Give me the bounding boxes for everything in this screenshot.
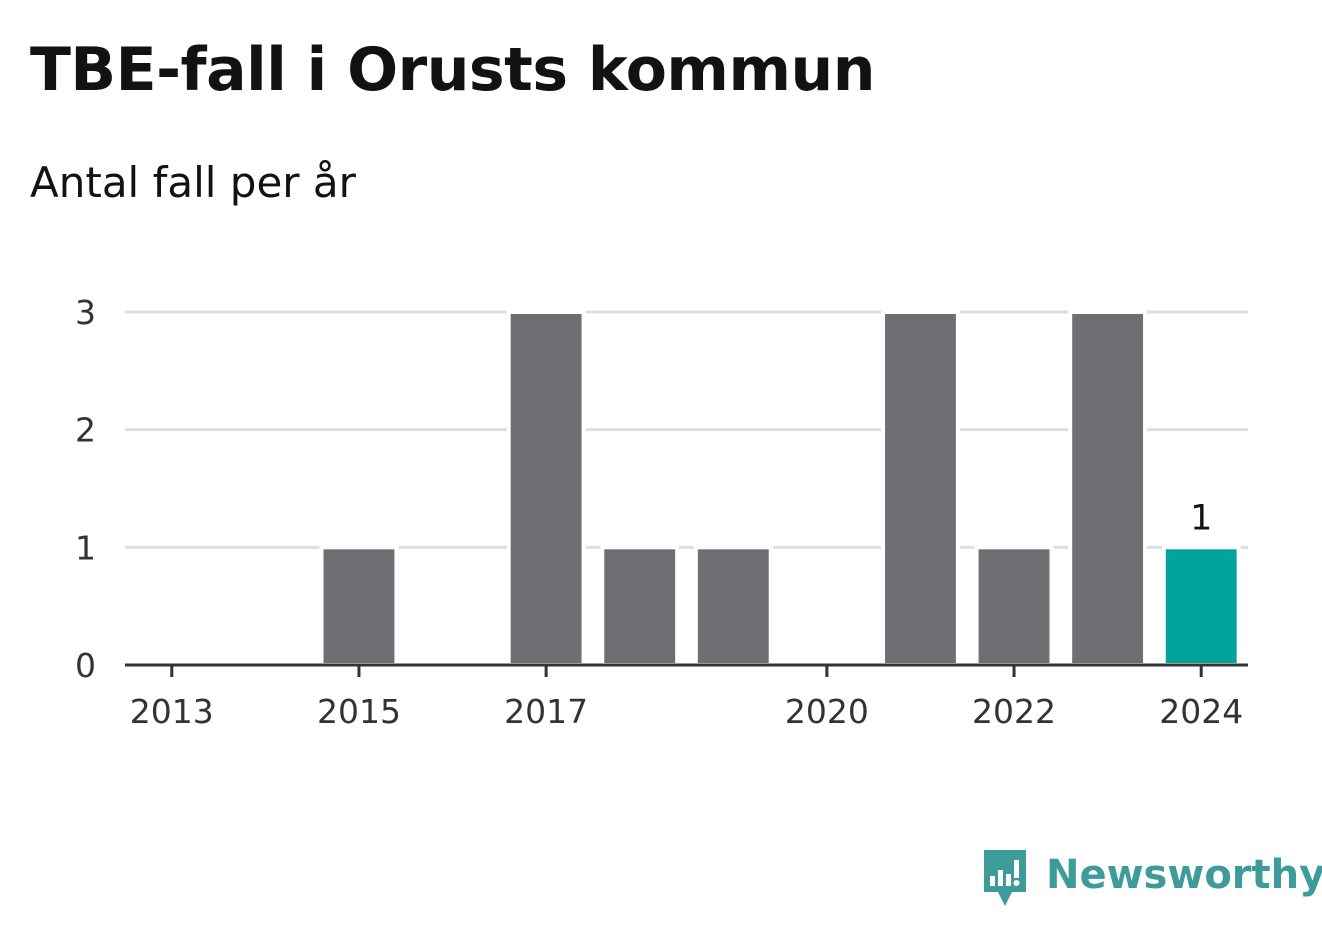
y-tick-label-0: 0 [75,646,96,685]
brand-name: Newsworthy [1046,852,1322,898]
x-tick-label-2013: 2013 [130,692,214,731]
chart-title: TBE-fall i Orusts kommun [30,35,875,105]
bar-2023 [1068,310,1148,667]
x-tick-label-2022: 2022 [972,692,1056,731]
x-tick-label-2024: 2024 [1159,692,1243,731]
bar-2022 [974,545,1054,667]
bar-2019 [693,545,773,667]
newsworthy-logo-icon [984,850,1026,906]
bar-2015 [319,545,399,667]
chart-subtitle: Antal fall per år [30,158,356,207]
bar-chart: 0 1 2 3 2013 2015 2017 2020 2022 2024 1 [75,293,1248,731]
y-tick-label-3: 3 [75,293,96,332]
x-tick-label-2020: 2020 [785,692,869,731]
x-tick-label-2017: 2017 [504,692,588,731]
bar-2018 [600,545,680,667]
bars [319,310,1241,667]
y-tick-label-2: 2 [75,411,96,450]
labels: 0 1 2 3 2013 2015 2017 2020 2022 2024 1 [75,293,1243,731]
x-tick-label-2015: 2015 [317,692,401,731]
bar-2024 [1161,545,1241,667]
brand: Newsworthy [980,846,1322,912]
gridlines [125,310,1248,549]
bar-2021 [881,310,960,667]
axes [125,663,1248,677]
y-tick-label-1: 1 [75,528,96,567]
data-label-2024: 1 [1190,498,1212,538]
bar-2017 [506,310,586,667]
